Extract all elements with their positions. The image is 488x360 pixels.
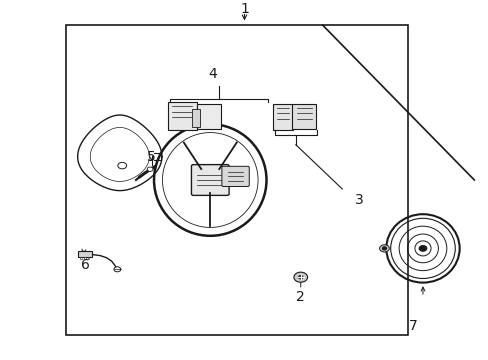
FancyBboxPatch shape bbox=[292, 104, 316, 129]
Text: 6: 6 bbox=[81, 258, 90, 271]
Circle shape bbox=[293, 272, 307, 282]
FancyBboxPatch shape bbox=[222, 166, 249, 186]
Circle shape bbox=[418, 246, 426, 251]
Text: 4: 4 bbox=[208, 67, 217, 81]
Circle shape bbox=[382, 247, 386, 250]
Text: 1: 1 bbox=[240, 2, 248, 16]
Bar bbox=[83, 257, 85, 259]
FancyBboxPatch shape bbox=[191, 165, 228, 195]
FancyBboxPatch shape bbox=[167, 102, 196, 130]
Circle shape bbox=[379, 245, 388, 252]
Text: 3: 3 bbox=[354, 193, 363, 207]
Circle shape bbox=[147, 167, 153, 171]
Text: 5: 5 bbox=[147, 150, 156, 163]
Circle shape bbox=[118, 162, 126, 169]
Circle shape bbox=[114, 267, 121, 272]
Text: 2: 2 bbox=[296, 290, 305, 304]
Text: 7: 7 bbox=[408, 319, 417, 333]
Bar bbox=[80, 257, 81, 259]
FancyBboxPatch shape bbox=[272, 104, 293, 130]
Bar bbox=[78, 251, 92, 257]
Bar bbox=[66, 25, 407, 335]
FancyBboxPatch shape bbox=[197, 104, 221, 129]
Circle shape bbox=[298, 275, 303, 279]
FancyBboxPatch shape bbox=[192, 109, 200, 127]
Bar bbox=[87, 257, 89, 259]
